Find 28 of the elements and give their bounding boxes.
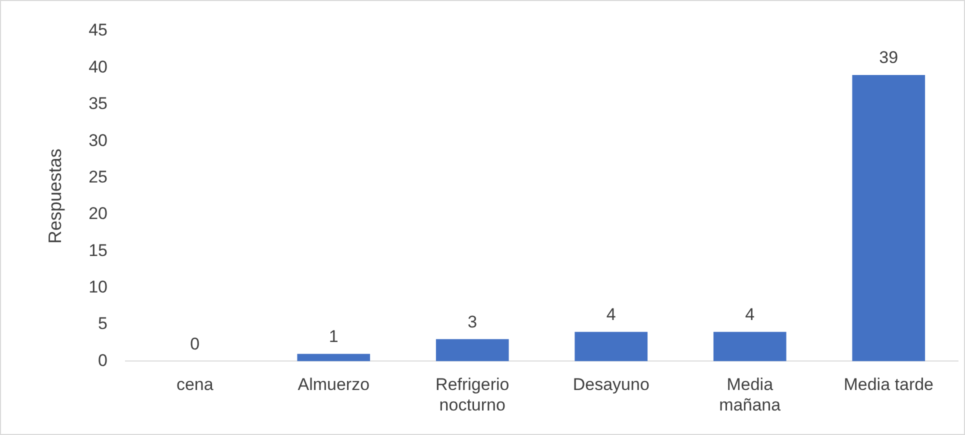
x-tick-label: Media mañana [719, 375, 782, 414]
y-tick-label: 30 [88, 130, 108, 150]
bar [713, 332, 786, 362]
data-label: 39 [879, 48, 898, 68]
y-axis-title: Respuestas [44, 148, 65, 244]
x-tick-label: Desayuno [572, 375, 650, 394]
y-tick-label: 45 [88, 20, 108, 40]
bar [574, 332, 648, 362]
x-tick-label: Almuerzo [298, 375, 370, 394]
data-label: 1 [328, 327, 338, 346]
data-label: 3 [468, 312, 478, 332]
data-label: 4 [745, 305, 755, 324]
x-tick-label: cena [176, 375, 214, 394]
y-tick-label: 40 [88, 57, 108, 76]
x-tick-label: Media tarde [844, 375, 934, 394]
data-label: 0 [190, 334, 200, 354]
y-tick-label: 20 [88, 204, 108, 224]
y-tick-label: 15 [88, 240, 108, 260]
bar [852, 75, 926, 362]
y-tick-label: 5 [98, 314, 108, 334]
bar [436, 339, 509, 362]
y-tick-label: 35 [88, 94, 108, 114]
y-tick-label: 10 [88, 278, 108, 297]
y-tick-label: 0 [98, 350, 108, 370]
x-tick-label: Refrigerio nocturno [436, 375, 510, 414]
y-tick-label: 25 [88, 167, 108, 186]
data-label: 4 [606, 305, 616, 324]
bar [297, 354, 370, 362]
